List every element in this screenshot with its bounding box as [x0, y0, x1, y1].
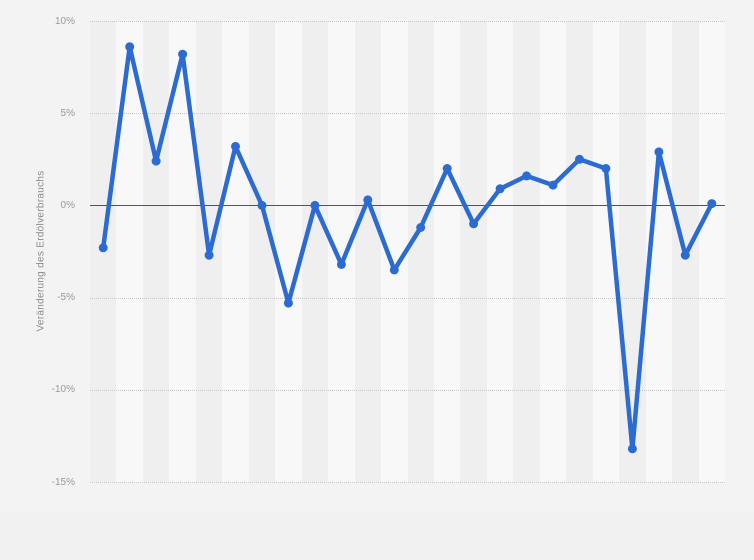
background-stripe — [328, 21, 356, 482]
data-point[interactable] — [654, 147, 664, 157]
data-point[interactable] — [495, 184, 505, 194]
background-stripe — [354, 21, 382, 482]
data-point[interactable] — [442, 164, 452, 173]
data-point[interactable] — [204, 250, 214, 260]
series-line — [100, 44, 715, 452]
data-point[interactable] — [522, 171, 532, 181]
background-stripe — [698, 21, 726, 482]
y-axis-title: Veränderung des Erdölverbrauchs — [35, 170, 47, 332]
gridline — [90, 113, 725, 115]
data-point[interactable] — [575, 154, 584, 164]
data-point[interactable] — [627, 444, 637, 454]
data-point[interactable] — [151, 156, 161, 166]
data-point[interactable] — [469, 219, 479, 229]
y-tick-label: 10% — [54, 15, 75, 27]
y-tick-label: -5% — [57, 292, 75, 304]
data-point[interactable] — [336, 259, 346, 269]
y-tick-label: -10% — [51, 384, 75, 396]
background-stripe — [301, 21, 329, 482]
data-point[interactable] — [310, 200, 320, 210]
gridline — [90, 297, 725, 299]
data-point[interactable] — [231, 141, 240, 151]
data-point[interactable] — [680, 250, 690, 260]
background-stripe — [539, 21, 567, 482]
background-stripe — [619, 21, 647, 482]
data-point[interactable] — [601, 164, 611, 173]
data-point[interactable] — [416, 223, 426, 232]
background-stripe — [513, 21, 541, 482]
chart-widget: Veränderung des Erdölverbrauchs 10% 5% 0% -… — [35, 15, 726, 488]
y-tick-label: 5% — [60, 107, 75, 119]
zero-axis-line — [90, 205, 725, 207]
background-stripe — [222, 21, 250, 482]
data-point[interactable] — [363, 195, 373, 205]
background-stripe — [433, 21, 461, 482]
background-stripe — [407, 21, 435, 482]
gridline — [90, 21, 725, 22]
y-tick-label: -15% — [51, 476, 75, 488]
data-point[interactable] — [125, 42, 135, 52]
gridline — [90, 389, 725, 391]
data-point[interactable] — [548, 180, 558, 190]
data-point[interactable] — [178, 49, 188, 59]
data-point[interactable] — [283, 298, 293, 308]
data-point[interactable] — [707, 199, 717, 209]
background-stripe — [142, 21, 170, 482]
oil-consumption-line-chart — [98, 42, 717, 454]
background-stripe — [275, 21, 303, 482]
gridline — [90, 482, 725, 483]
data-point[interactable] — [389, 265, 399, 275]
background-stripe — [248, 21, 276, 482]
data-point[interactable] — [257, 200, 267, 210]
plot-area — [90, 21, 726, 483]
y-tick-label: 0% — [60, 199, 75, 211]
background-stripe — [486, 21, 514, 482]
data-point[interactable] — [98, 243, 108, 253]
background-stripe — [460, 21, 488, 482]
background-stripe — [566, 21, 594, 482]
